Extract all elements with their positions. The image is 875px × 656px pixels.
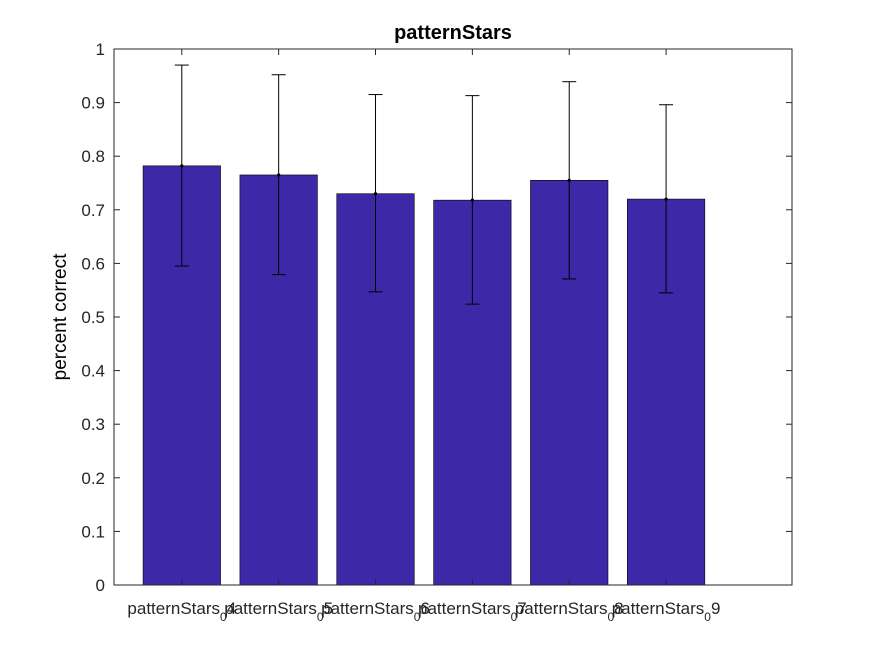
y-tick-label: 0.3 [81, 415, 105, 434]
x-tick-label: patternStars07 [418, 599, 527, 624]
y-tick-label: 0 [96, 576, 105, 595]
y-tick-label: 0.2 [81, 469, 105, 488]
y-axis-label: percent correct [50, 253, 71, 380]
error-bar-center [664, 197, 668, 201]
y-tick-label: 0.1 [81, 522, 105, 541]
error-bar-center [277, 173, 281, 177]
y-tick-label: 0.8 [81, 147, 105, 166]
x-tick-label: patternStars08 [515, 599, 624, 624]
x-tick-label: patternStars09 [612, 599, 721, 624]
chart-title: patternStars [394, 22, 512, 44]
y-tick-label: 0.6 [81, 254, 105, 273]
y-tick-label: 0.9 [81, 94, 105, 113]
error-bar-center [373, 192, 378, 196]
y-tick-label: 0.7 [81, 201, 105, 220]
error-bars-layer [174, 64, 674, 305]
error-bar-center [567, 178, 571, 182]
x-tick-label: patternStars06 [321, 599, 430, 624]
y-tick-label: 1 [96, 40, 105, 59]
error-bar-center [470, 198, 474, 202]
y-tick-label: 0.4 [81, 362, 105, 381]
error-bar-center [180, 164, 184, 168]
x-ticks-layer: patternStars04patternStars05patternStars… [127, 49, 720, 624]
y-ticks-layer: 0 0.1 0.2 0.3 0.4 0.5 0.6 0.7 0.8 0.9 1 [81, 40, 792, 595]
y-tick-label: 0.5 [81, 308, 105, 327]
x-tick-label: patternStars05 [224, 599, 333, 624]
bars-layer [142, 165, 706, 586]
x-tick-label: patternStars04 [127, 599, 236, 624]
